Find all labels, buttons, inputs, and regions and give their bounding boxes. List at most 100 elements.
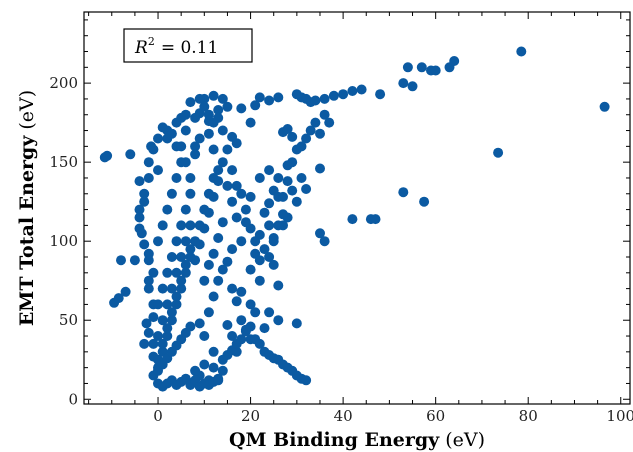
y-tick-label: 0	[68, 390, 78, 408]
data-point	[268, 236, 279, 247]
data-point	[176, 252, 187, 262]
data-point	[180, 125, 191, 136]
data-point	[231, 180, 242, 191]
data-point	[305, 125, 316, 136]
data-point	[208, 90, 219, 101]
data-point	[254, 173, 265, 183]
data-point	[213, 105, 224, 115]
x-tick-label: 100	[606, 407, 633, 425]
data-point	[113, 293, 124, 304]
data-point	[199, 101, 210, 112]
x-axis-title: QM Binding Energy (eV)	[229, 429, 485, 451]
data-point	[259, 323, 270, 334]
data-point	[176, 220, 187, 231]
data-point	[236, 315, 247, 326]
data-point	[162, 299, 173, 310]
data-point	[141, 318, 152, 329]
data-point	[190, 236, 201, 247]
data-point	[199, 331, 210, 341]
data-point	[217, 217, 228, 228]
data-point	[328, 90, 339, 101]
data-point	[231, 212, 242, 223]
data-point	[143, 157, 154, 168]
data-point	[125, 149, 136, 160]
data-point	[143, 275, 154, 286]
data-point	[194, 318, 205, 329]
data-point	[287, 157, 298, 168]
data-point	[287, 131, 298, 142]
data-point	[227, 283, 238, 294]
data-point	[245, 117, 256, 128]
data-point	[231, 138, 242, 149]
data-point	[208, 346, 219, 357]
data-point	[227, 165, 238, 176]
data-point	[264, 198, 275, 209]
data-point	[301, 375, 312, 386]
data-point	[143, 283, 154, 294]
data-point	[222, 256, 233, 267]
data-point	[236, 236, 247, 247]
data-point	[134, 176, 145, 187]
data-point	[259, 207, 270, 218]
data-point	[171, 291, 182, 302]
data-point	[250, 236, 261, 247]
data-point	[180, 157, 191, 168]
data-point	[356, 84, 367, 95]
data-point	[116, 255, 126, 266]
data-point	[245, 321, 256, 332]
data-point	[129, 255, 140, 266]
data-point	[148, 267, 159, 278]
data-point	[185, 173, 196, 183]
annotation-exponent: 2	[148, 35, 155, 48]
data-point	[180, 267, 191, 278]
data-point	[143, 255, 154, 266]
data-point	[185, 252, 196, 262]
data-point	[176, 141, 187, 152]
data-point	[148, 312, 159, 323]
data-point	[120, 286, 131, 297]
data-point	[171, 117, 182, 128]
data-point	[199, 204, 210, 215]
annotation-box	[123, 28, 253, 63]
y-tick-label: 50	[59, 311, 78, 329]
data-point	[162, 323, 173, 334]
data-point	[282, 124, 293, 134]
data-point	[227, 196, 238, 207]
data-point	[301, 184, 312, 194]
data-point	[134, 204, 145, 215]
data-point	[296, 141, 307, 152]
data-point	[398, 187, 409, 198]
data-point	[190, 149, 201, 160]
data-point	[166, 283, 177, 294]
data-point	[162, 267, 173, 278]
data-point	[166, 188, 177, 199]
data-point	[347, 86, 358, 96]
plot-frame	[83, 11, 631, 405]
data-point	[222, 320, 233, 330]
data-point	[208, 173, 219, 183]
data-point	[185, 220, 196, 231]
data-point	[166, 307, 177, 318]
data-point	[171, 236, 182, 247]
data-point	[240, 204, 251, 215]
data-point	[254, 338, 265, 349]
data-point	[185, 188, 196, 199]
y-axis-title-unit: (eV)	[16, 90, 38, 130]
data-point	[319, 93, 330, 104]
data-point	[213, 233, 224, 243]
data-point	[213, 165, 224, 176]
data-point	[264, 220, 275, 231]
data-point	[176, 275, 187, 286]
data-point	[134, 212, 145, 223]
data-point	[273, 315, 284, 326]
data-point	[208, 248, 219, 259]
data-point	[208, 362, 219, 373]
data-point	[240, 217, 251, 228]
data-point	[273, 220, 284, 231]
data-point	[217, 93, 228, 104]
data-point	[268, 185, 279, 196]
y-tick-label: 200	[49, 74, 78, 92]
data-point	[102, 150, 113, 161]
data-point	[199, 359, 210, 370]
